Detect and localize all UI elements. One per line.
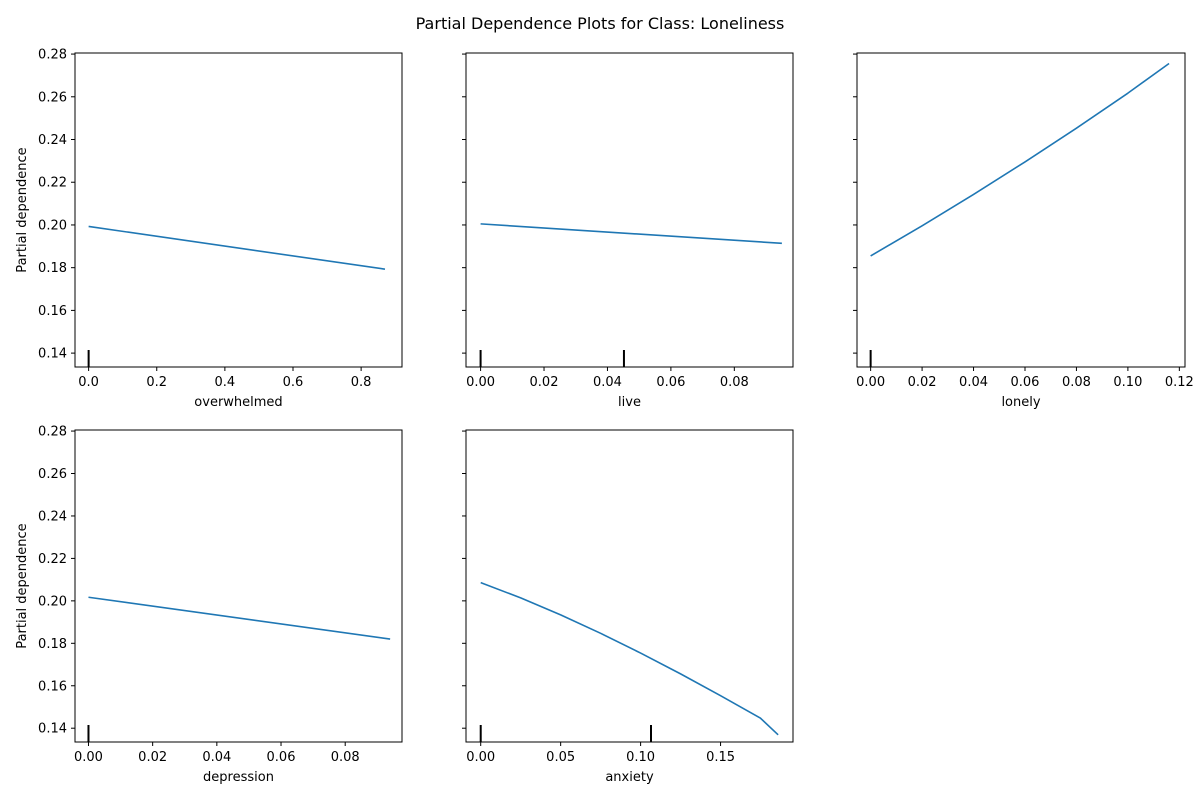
x-tick-label: 0.08 <box>720 375 749 390</box>
x-tick-label: 0.4 <box>215 375 236 390</box>
y-tick-label: 0.22 <box>38 176 67 191</box>
y-tick-label: 0.14 <box>38 722 67 737</box>
x-tick-label: 0.12 <box>1165 375 1194 390</box>
y-tick-label: 0.28 <box>38 425 67 440</box>
x-tick-label: 0.06 <box>1011 375 1040 390</box>
y-tick-label: 0.24 <box>38 509 67 524</box>
pd-line <box>480 223 782 245</box>
subplot-3: 0.00 0.02 0.04 0.06 0.08 0.10 0.12 lonely <box>853 52 1194 410</box>
axes-frame <box>74 429 403 743</box>
y-tick-label: 0.26 <box>38 90 67 105</box>
x-tick-label: 0.2 <box>146 375 167 390</box>
y-tick-label: 0.14 <box>38 347 67 362</box>
x-axis-label: live <box>618 395 641 410</box>
x-tick-label: 0.0 <box>78 375 99 390</box>
x-tick-label: 0.00 <box>466 375 495 390</box>
x-tick-label: 0.8 <box>351 375 372 390</box>
y-axis-label: Partial dependence <box>15 147 30 272</box>
y-tick-label: 0.26 <box>38 467 67 482</box>
pd-line <box>480 581 779 736</box>
y-tick-label: 0.24 <box>38 133 67 148</box>
x-tick-label: 0.10 <box>626 750 655 765</box>
y-tick-label: 0.28 <box>38 48 67 63</box>
subplot-4: 0.00 0.02 0.04 0.06 0.08 0.14 0.16 0.18 0.20 0.22… <box>15 425 403 785</box>
x-axis-label: depression <box>203 770 274 785</box>
x-tick-label: 0.04 <box>593 375 622 390</box>
y-axis-label: Partial dependence <box>15 523 30 648</box>
pd-line <box>88 596 391 640</box>
x-tick-label: 0.06 <box>267 750 296 765</box>
x-tick-label: 0.08 <box>1062 375 1091 390</box>
axes-frame <box>465 429 794 743</box>
x-tick-label: 0.6 <box>283 375 304 390</box>
axes-frame <box>74 52 403 368</box>
y-tick-label: 0.22 <box>38 552 67 567</box>
x-axis-label: overwhelmed <box>194 395 282 410</box>
y-tick-label: 0.20 <box>38 594 67 609</box>
y-tick-label: 0.18 <box>38 637 67 652</box>
x-tick-label: 0.02 <box>908 375 937 390</box>
subplot-2: 0.00 0.02 0.04 0.06 0.08 live <box>462 52 794 410</box>
y-tick-label: 0.18 <box>38 261 67 276</box>
y-tick-label: 0.16 <box>38 679 67 694</box>
x-tick-label: 0.04 <box>202 750 231 765</box>
axes-frame <box>856 52 1186 368</box>
x-tick-label: 0.02 <box>138 750 167 765</box>
subplot-1: 0.0 0.2 0.4 0.6 0.8 0.14 0.16 0.18 0.20 0.22 0.24 0… <box>15 48 403 410</box>
y-tick-label: 0.16 <box>38 304 67 319</box>
x-tick-label: 0.06 <box>656 375 685 390</box>
x-tick-label: 0.10 <box>1113 375 1142 390</box>
pd-line <box>88 225 386 270</box>
subplot-grid: 0.0 0.2 0.4 0.6 0.80.140.160.180.200.220.240… <box>15 48 1194 785</box>
x-tick-label: 0.00 <box>466 750 495 765</box>
y-tick-label: 0.20 <box>38 218 67 233</box>
x-tick-label: 0.05 <box>546 750 575 765</box>
x-tick-label: 0.00 <box>74 750 103 765</box>
x-tick-label: 0.04 <box>959 375 988 390</box>
figure-title: Partial Dependence Plots for Class: Lone… <box>416 14 785 33</box>
axes-frame <box>465 52 794 368</box>
x-tick-label: 0.08 <box>331 750 360 765</box>
subplot-5: 0.00 0.05 0.10 0.15 anxiety <box>462 429 794 785</box>
pd-line <box>870 62 1170 257</box>
x-tick-label: 0.02 <box>530 375 559 390</box>
x-tick-label: 0.00 <box>856 375 885 390</box>
x-tick-label: 0.15 <box>706 750 735 765</box>
x-axis-label: lonely <box>1001 395 1040 410</box>
x-axis-label: anxiety <box>605 770 654 785</box>
